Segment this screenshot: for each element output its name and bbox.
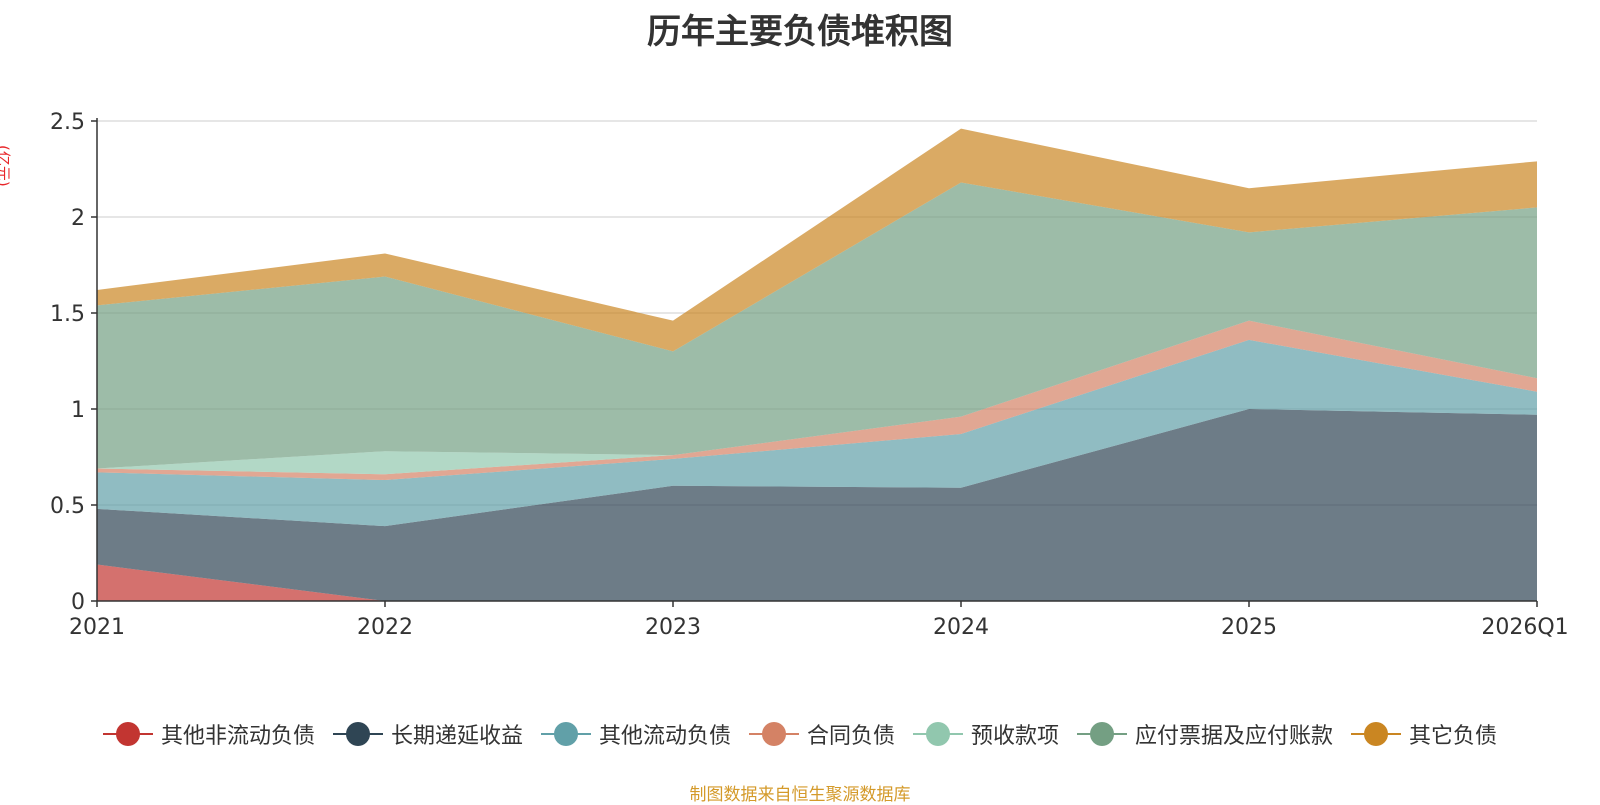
- x-tick-label: 2022: [357, 615, 413, 640]
- legend-label: 预收款项: [971, 724, 1060, 749]
- legend-dot: [115, 722, 140, 746]
- chart-title: 历年主要负债堆积图: [647, 12, 953, 52]
- legend-marker-icon: [1077, 722, 1128, 746]
- x-tick-label: 2023: [645, 615, 701, 640]
- area-series-7: [97, 128, 1537, 352]
- legend-label: 其他非流动负债: [160, 724, 315, 749]
- legend-label: 合同负债: [806, 724, 895, 749]
- area-series-1: [97, 564, 1537, 601]
- x-tick-label: 2025: [1221, 615, 1277, 640]
- x-tick-label: 2021: [69, 615, 125, 640]
- y-tick-label: 1.5: [50, 302, 85, 327]
- area-series-4: [97, 320, 1537, 481]
- area-series-3: [97, 339, 1537, 527]
- legend-dot: [1364, 722, 1389, 746]
- legend-label: 应付票据及应付账款: [1135, 724, 1334, 749]
- legend-item[interactable]: 预收款项: [913, 718, 1059, 750]
- legend-marker-icon: [332, 722, 383, 746]
- legend-label: 其它负债: [1409, 724, 1498, 749]
- legend-label: 其他流动负债: [598, 724, 731, 749]
- legend-marker-icon: [102, 722, 153, 746]
- x-tick-label: 2026Q1: [1481, 615, 1568, 640]
- y-tick-label: 0: [71, 590, 85, 615]
- legend-dot: [761, 722, 786, 746]
- x-tick-label: 2024: [933, 615, 989, 640]
- legend-marker-icon: [540, 722, 591, 746]
- y-tick-label: 2: [71, 206, 85, 231]
- area-series-6: [97, 182, 1537, 469]
- legend-label: 长期递延收益: [390, 724, 523, 749]
- legend-item[interactable]: 应付票据及应付账款: [1077, 718, 1333, 750]
- legend-dot: [926, 722, 950, 746]
- y-tick-label: 0.5: [50, 494, 85, 519]
- legend-marker-icon: [913, 722, 963, 746]
- legend: 其他非流动负债 长期递延收益 其他流动负债 合同负债 预收款项 应付票据及应付账款 其它负债: [0, 718, 1600, 750]
- legend-marker-icon: [1351, 722, 1402, 746]
- y-tick-label: 2.5: [50, 110, 85, 135]
- legend-dot: [553, 722, 578, 746]
- y-tick-label: 1: [71, 398, 85, 423]
- legend-item[interactable]: 合同负债: [748, 718, 895, 750]
- legend-dot: [345, 722, 370, 746]
- chart-plot: 0 0.5 1 1.5 2 2.5 2021 2022 2023 2024 2025 2026Q1: [50, 110, 1569, 640]
- legend-item[interactable]: 长期递延收益: [332, 718, 523, 750]
- legend-dot: [1090, 722, 1115, 746]
- source-note: 制图数据来自恒生聚源数据库: [689, 785, 911, 805]
- legend-marker-icon: [748, 722, 799, 746]
- area-series-2: [97, 409, 1537, 601]
- legend-item[interactable]: 其他非流动负债: [102, 718, 315, 750]
- legend-item[interactable]: 其它负债: [1351, 718, 1497, 750]
- legend-item[interactable]: 其他流动负债: [540, 718, 731, 750]
